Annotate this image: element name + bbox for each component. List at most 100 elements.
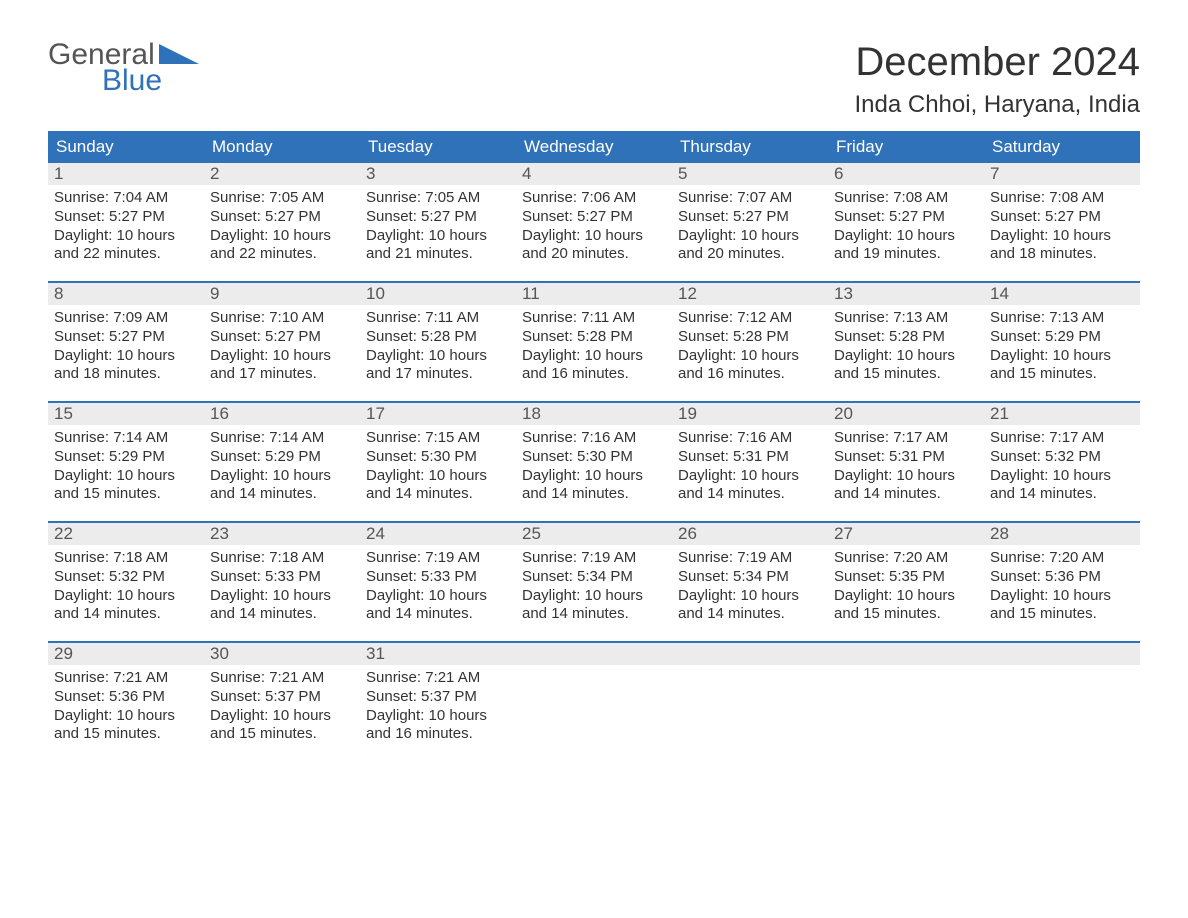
day-body: Sunrise: 7:07 AMSunset: 5:27 PMDaylight:… (672, 185, 828, 274)
day-line: Sunset: 5:28 PM (522, 328, 666, 347)
day-line: and 20 minutes. (678, 245, 822, 264)
day-line: Daylight: 10 hours (678, 587, 822, 606)
day-body: Sunrise: 7:09 AMSunset: 5:27 PMDaylight:… (48, 305, 204, 394)
day-line: Sunrise: 7:04 AM (54, 189, 198, 208)
day-cell (984, 643, 1140, 761)
day-line: Sunrise: 7:21 AM (210, 669, 354, 688)
day-line: Sunrise: 7:17 AM (834, 429, 978, 448)
day-line: Sunset: 5:27 PM (54, 208, 198, 227)
day-cell: 5Sunrise: 7:07 AMSunset: 5:27 PMDaylight… (672, 163, 828, 281)
day-line: Sunrise: 7:19 AM (522, 549, 666, 568)
day-line: Sunrise: 7:14 AM (210, 429, 354, 448)
day-body: Sunrise: 7:17 AMSunset: 5:31 PMDaylight:… (828, 425, 984, 514)
day-number: 2 (204, 163, 360, 185)
day-line: Sunrise: 7:18 AM (210, 549, 354, 568)
day-line: Sunrise: 7:12 AM (678, 309, 822, 328)
day-line: Daylight: 10 hours (366, 707, 510, 726)
day-cell: 1Sunrise: 7:04 AMSunset: 5:27 PMDaylight… (48, 163, 204, 281)
day-header: Friday (828, 131, 984, 163)
day-body: Sunrise: 7:11 AMSunset: 5:28 PMDaylight:… (516, 305, 672, 394)
day-line: and 22 minutes. (54, 245, 198, 264)
day-cell: 27Sunrise: 7:20 AMSunset: 5:35 PMDayligh… (828, 523, 984, 641)
day-cell: 13Sunrise: 7:13 AMSunset: 5:28 PMDayligh… (828, 283, 984, 401)
day-line: and 14 minutes. (210, 485, 354, 504)
day-cell: 17Sunrise: 7:15 AMSunset: 5:30 PMDayligh… (360, 403, 516, 521)
day-line: Sunset: 5:34 PM (678, 568, 822, 587)
day-cell: 18Sunrise: 7:16 AMSunset: 5:30 PMDayligh… (516, 403, 672, 521)
day-body: Sunrise: 7:05 AMSunset: 5:27 PMDaylight:… (360, 185, 516, 274)
day-body: Sunrise: 7:08 AMSunset: 5:27 PMDaylight:… (828, 185, 984, 274)
day-line: Daylight: 10 hours (210, 707, 354, 726)
day-line: Sunrise: 7:15 AM (366, 429, 510, 448)
day-number: 11 (516, 283, 672, 305)
day-cell: 6Sunrise: 7:08 AMSunset: 5:27 PMDaylight… (828, 163, 984, 281)
day-number: 13 (828, 283, 984, 305)
day-line: and 17 minutes. (366, 365, 510, 384)
day-line: Sunset: 5:27 PM (210, 208, 354, 227)
day-line: Sunrise: 7:07 AM (678, 189, 822, 208)
day-line: Sunset: 5:31 PM (678, 448, 822, 467)
day-number: 7 (984, 163, 1140, 185)
day-line: Sunset: 5:28 PM (366, 328, 510, 347)
day-line: Sunset: 5:28 PM (678, 328, 822, 347)
day-line: and 21 minutes. (366, 245, 510, 264)
day-line: Daylight: 10 hours (834, 347, 978, 366)
day-line: and 14 minutes. (54, 605, 198, 624)
day-line: Sunrise: 7:11 AM (522, 309, 666, 328)
day-line: Sunrise: 7:16 AM (678, 429, 822, 448)
day-cell: 12Sunrise: 7:12 AMSunset: 5:28 PMDayligh… (672, 283, 828, 401)
day-number: 25 (516, 523, 672, 545)
day-line: Sunrise: 7:13 AM (990, 309, 1134, 328)
day-line: Sunset: 5:33 PM (366, 568, 510, 587)
week-row: 15Sunrise: 7:14 AMSunset: 5:29 PMDayligh… (48, 401, 1140, 521)
day-body: Sunrise: 7:16 AMSunset: 5:30 PMDaylight:… (516, 425, 672, 514)
day-line: Sunrise: 7:05 AM (210, 189, 354, 208)
day-line: Daylight: 10 hours (366, 347, 510, 366)
day-line: Daylight: 10 hours (990, 227, 1134, 246)
day-number: 23 (204, 523, 360, 545)
day-line: Sunset: 5:35 PM (834, 568, 978, 587)
day-line: Daylight: 10 hours (522, 587, 666, 606)
day-line: and 16 minutes. (522, 365, 666, 384)
day-line: Sunrise: 7:21 AM (54, 669, 198, 688)
day-line: Sunrise: 7:18 AM (54, 549, 198, 568)
day-body: Sunrise: 7:06 AMSunset: 5:27 PMDaylight:… (516, 185, 672, 274)
day-cell: 24Sunrise: 7:19 AMSunset: 5:33 PMDayligh… (360, 523, 516, 641)
day-line: Sunrise: 7:11 AM (366, 309, 510, 328)
day-line: and 14 minutes. (366, 485, 510, 504)
day-line: Daylight: 10 hours (834, 587, 978, 606)
day-line: Daylight: 10 hours (522, 347, 666, 366)
day-line: and 14 minutes. (522, 485, 666, 504)
day-line: and 15 minutes. (210, 725, 354, 744)
day-number: 10 (360, 283, 516, 305)
day-cell: 14Sunrise: 7:13 AMSunset: 5:29 PMDayligh… (984, 283, 1140, 401)
day-header: Tuesday (360, 131, 516, 163)
day-body: Sunrise: 7:20 AMSunset: 5:35 PMDaylight:… (828, 545, 984, 634)
day-line: Sunrise: 7:09 AM (54, 309, 198, 328)
day-number: 9 (204, 283, 360, 305)
day-cell (828, 643, 984, 761)
day-line: Sunset: 5:31 PM (834, 448, 978, 467)
day-cell (516, 643, 672, 761)
day-line: and 20 minutes. (522, 245, 666, 264)
day-cell: 2Sunrise: 7:05 AMSunset: 5:27 PMDaylight… (204, 163, 360, 281)
day-cell: 15Sunrise: 7:14 AMSunset: 5:29 PMDayligh… (48, 403, 204, 521)
day-header-row: SundayMondayTuesdayWednesdayThursdayFrid… (48, 131, 1140, 163)
day-line: and 16 minutes. (366, 725, 510, 744)
day-line: Daylight: 10 hours (678, 467, 822, 486)
day-body: Sunrise: 7:17 AMSunset: 5:32 PMDaylight:… (984, 425, 1140, 514)
day-line: Sunrise: 7:21 AM (366, 669, 510, 688)
day-line: and 18 minutes. (54, 365, 198, 384)
day-body: Sunrise: 7:19 AMSunset: 5:33 PMDaylight:… (360, 545, 516, 634)
title-block: December 2024 Inda Chhoi, Haryana, India (854, 40, 1140, 119)
day-line: Sunrise: 7:20 AM (990, 549, 1134, 568)
day-line: and 17 minutes. (210, 365, 354, 384)
day-line: Sunrise: 7:20 AM (834, 549, 978, 568)
day-body: Sunrise: 7:14 AMSunset: 5:29 PMDaylight:… (204, 425, 360, 514)
day-cell: 3Sunrise: 7:05 AMSunset: 5:27 PMDaylight… (360, 163, 516, 281)
day-line: Sunset: 5:37 PM (210, 688, 354, 707)
day-line: and 15 minutes. (834, 605, 978, 624)
month-title: December 2024 (854, 40, 1140, 85)
day-line: Sunset: 5:27 PM (678, 208, 822, 227)
day-line: Daylight: 10 hours (54, 707, 198, 726)
